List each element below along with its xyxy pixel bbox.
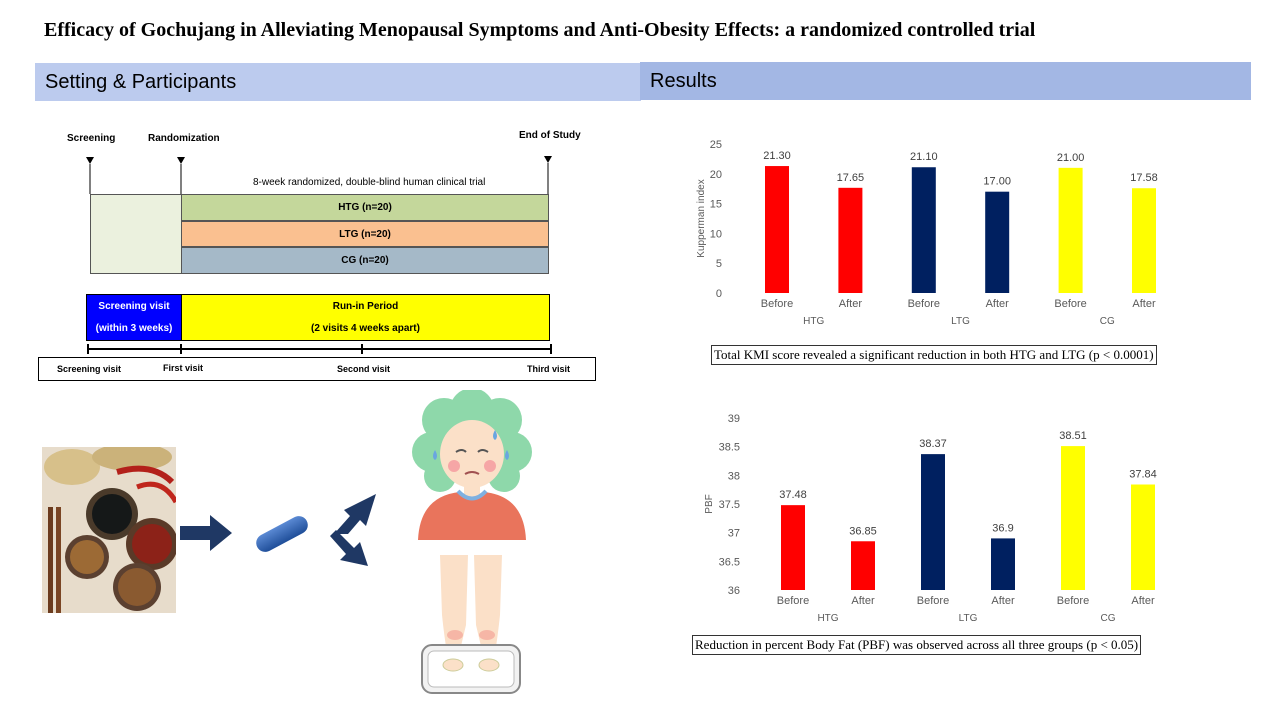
arrow-right-icon [180,515,232,551]
bar [1061,446,1085,590]
screening-visit-line2: (within 3 weeks) [95,322,173,334]
trial-description: 8-week randomized, double-blind human cl… [253,177,486,188]
weighing-scale-feet-icon [421,555,521,694]
group-label: CG [1101,613,1116,624]
x-tick-label: After [991,595,1015,607]
bar [921,454,945,590]
y-tick-label: 15 [710,199,722,211]
y-axis-label: PBF [704,494,715,513]
bar [911,167,936,293]
group-label: HTG [803,316,824,327]
y-tick-label: 0 [716,288,722,300]
data-label: 21.00 [1057,152,1085,164]
runin-line1: Run-in Period [332,300,399,312]
x-tick-label: Before [908,298,940,310]
y-tick-label: 37 [728,528,740,540]
group-label: CG [1100,316,1115,327]
y-tick-label: 36 [728,585,740,597]
bar [991,538,1015,590]
menopausal-woman-icon [412,390,532,540]
y-tick-label: 39 [728,413,740,425]
x-tick-label: After [839,298,863,310]
x-tick-label: Before [761,298,793,310]
data-label: 21.30 [763,150,791,162]
bar [851,541,875,590]
visit-label-third: Third visit [527,364,571,374]
data-label: 36.9 [992,522,1013,534]
group-label: LTG [959,613,978,624]
bar [838,187,863,293]
group-htg-bar: HTG (n=20) [181,194,549,221]
x-tick-label: After [986,298,1010,310]
group-label: HTG [817,613,838,624]
marker-triangle-end [544,156,552,163]
x-tick-label: After [1132,298,1156,310]
data-label: 37.48 [779,489,807,501]
y-tick-label: 37.5 [719,499,740,511]
x-tick-label: Before [777,595,809,607]
bar [1131,484,1155,590]
bar [781,505,805,590]
screening-visit-line1: Screening visit [98,300,170,312]
marker-label-end-of-study: End of Study [519,130,581,141]
data-label: 37.84 [1129,469,1157,481]
group-label: LTG [951,316,970,327]
bar [1132,188,1156,293]
visit-label-screening: Screening visit [57,364,122,374]
data-label: 38.37 [919,438,947,450]
data-label: 17.58 [1130,172,1158,184]
kmi-caption: Total KMI score revealed a significant r… [711,345,1157,365]
data-label: 38.51 [1059,430,1087,442]
visit-label-second: Second visit [337,364,391,374]
screening-visit-box: Screening visit (within 3 weeks) [86,294,182,341]
data-label: 17.65 [837,172,865,184]
marker-triangle-screening [86,157,94,164]
timeline-lines [86,156,552,354]
y-tick-label: 38.5 [719,442,740,454]
x-tick-label: Before [917,595,949,607]
gochujang-photo [42,447,176,613]
capsule-icon [256,516,308,552]
y-tick-label: 38 [728,470,740,482]
pbf-caption: Reduction in percent Body Fat (PBF) was … [692,635,1142,655]
bar [985,191,1010,293]
y-tick-label: 10 [710,228,722,240]
y-axis-label: Kupperman index [696,179,707,257]
visit-label-first: First visit [163,363,204,373]
page-title: Efficacy of Gochujang in Alleviating Men… [44,19,1036,41]
bar [1058,167,1083,293]
y-tick-label: 25 [710,139,722,151]
marker-triangle-randomization [177,157,185,164]
bar [765,166,789,293]
pbf-bar-chart: 36 36.5 37 37.5 38 38.5 39 PBF 37.48 Before 36.85 A… [704,413,1157,624]
group-cg-bar: CG (n=20) [181,247,549,274]
y-tick-label: 5 [716,258,722,270]
y-tick-label: 20 [710,169,722,181]
runin-period-box: Run-in Period (2 visits 4 weeks apart) [181,294,550,341]
marker-label-screening: Screening [67,133,116,144]
group-ltg-bar: LTG (n=20) [181,221,549,247]
y-tick-label: 36.5 [719,556,740,568]
marker-label-randomization: Randomization [148,133,220,144]
x-tick-label: Before [1057,595,1089,607]
screening-period-box [90,194,182,274]
x-tick-label: After [851,595,875,607]
x-tick-label: Before [1054,298,1086,310]
data-label: 17.00 [983,176,1011,188]
section-header-results: Results [640,62,1251,100]
runin-line2: (2 visits 4 weeks apart) [311,322,420,334]
visit-labels-box [38,357,596,381]
kmi-bar-chart: 0 5 10 15 20 25 Kupperman index 21.30 Before 17.6… [696,139,1158,327]
bidirectional-arrow-icon [330,494,376,566]
section-header-setting: Setting & Participants [35,63,641,101]
x-tick-label: After [1131,595,1155,607]
data-label: 21.10 [910,151,938,163]
data-label: 36.85 [849,525,877,537]
